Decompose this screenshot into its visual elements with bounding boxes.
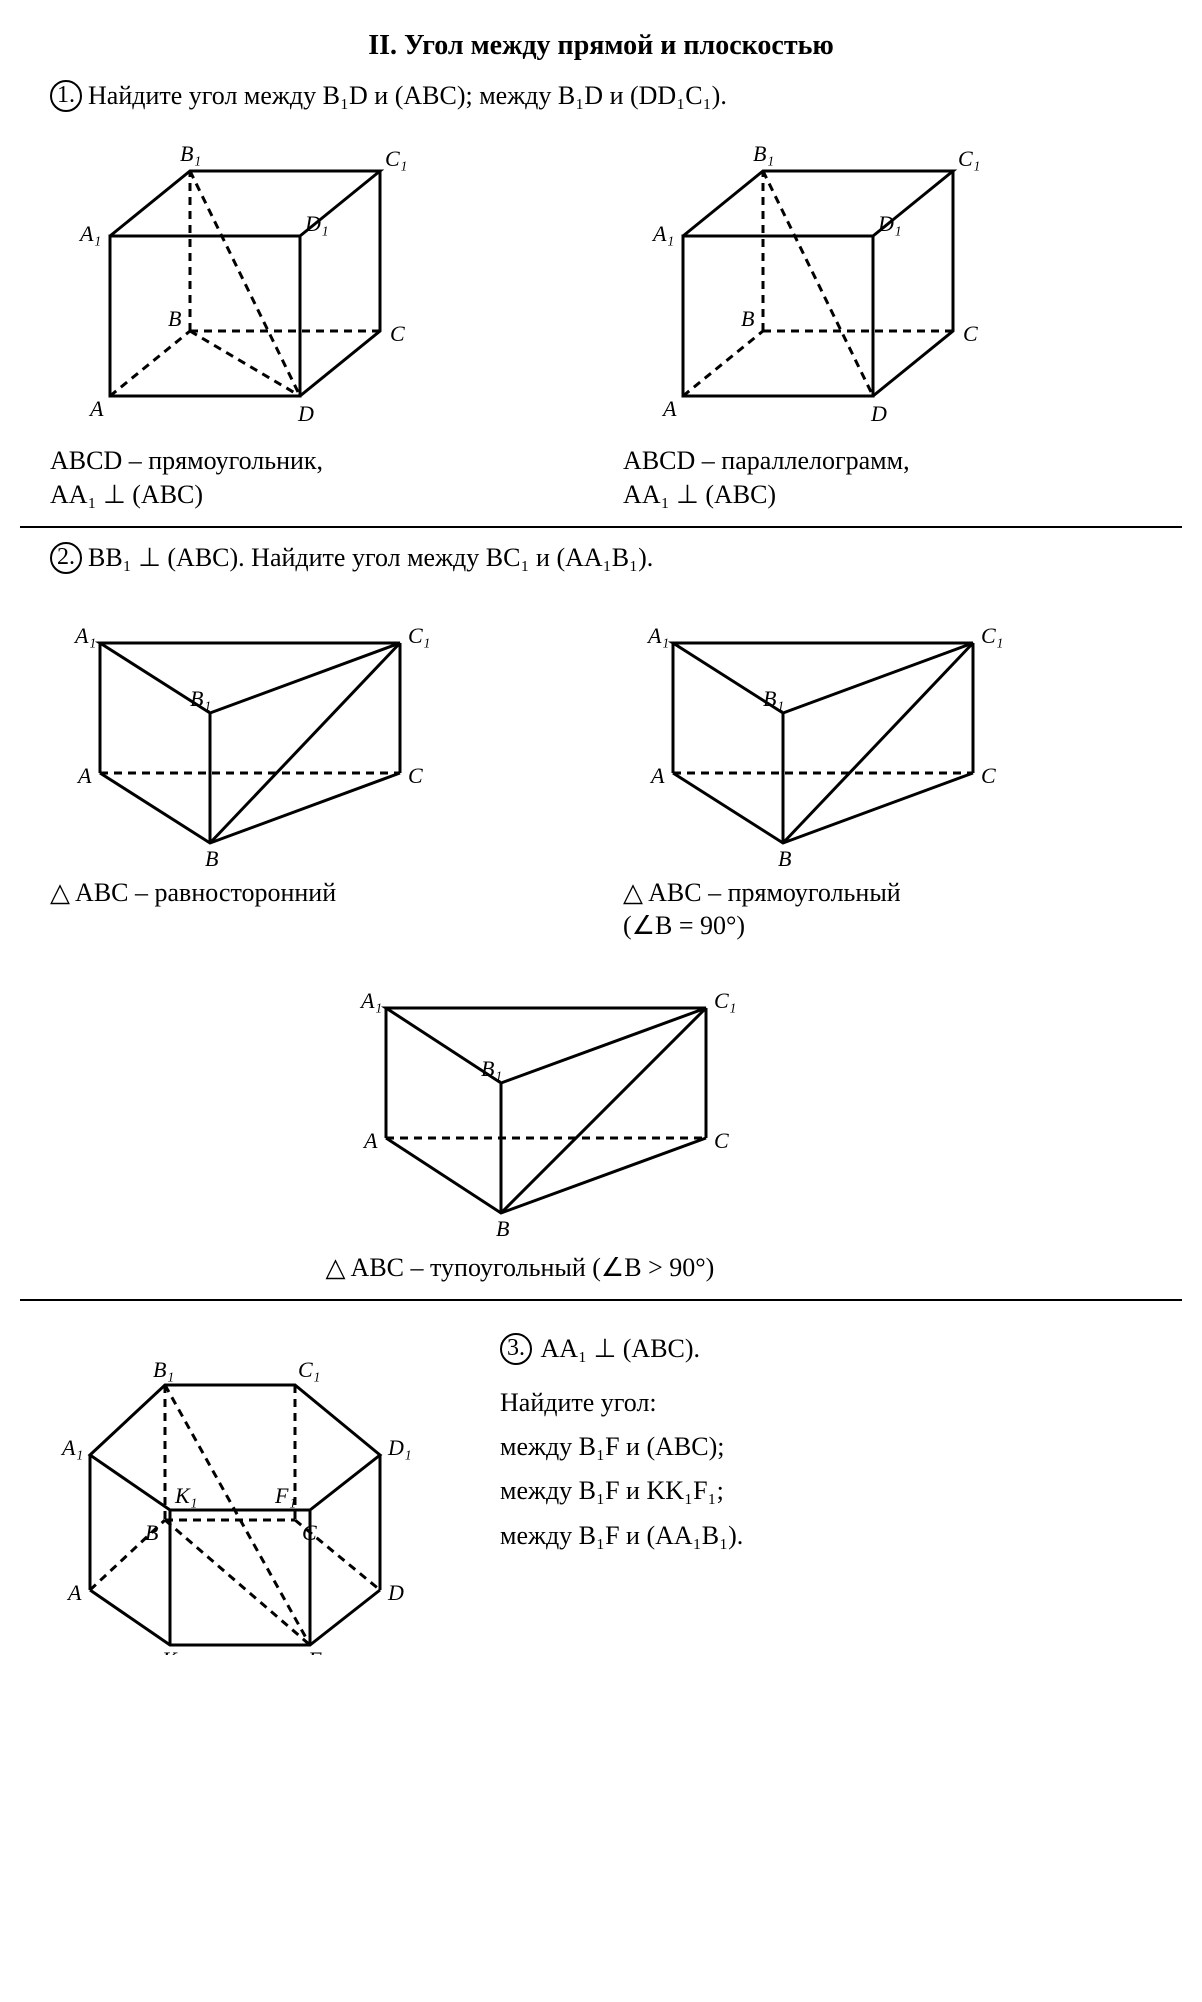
label-B: B — [496, 1216, 509, 1241]
label-D1: D₁ — [877, 211, 902, 236]
p2-right-cap-l1: △ ABC – прямоугольный — [623, 876, 1152, 910]
label-F1: F₁ — [274, 1483, 296, 1508]
section-title: II. Угол между прямой и плоскостью — [50, 30, 1152, 62]
p3-figure: A K F D C B A₁ B₁ C₁ D₁ F₁ K₁ — [50, 1315, 460, 1655]
label-B1: B₁ — [763, 686, 784, 711]
p1-right-cell: A D C B A₁ D₁ C₁ B₁ ABCD – параллелограм… — [623, 126, 1152, 512]
cube-diagram-left: A D C B A₁ D₁ C₁ B₁ — [50, 126, 430, 436]
label-A: A — [66, 1580, 82, 1605]
label-F: F — [307, 1647, 322, 1655]
problem-2-figures-top: A B C A₁ B₁ C₁ △ ABC – равносторонний A — [50, 588, 1152, 944]
label-A1: A₁ — [651, 221, 674, 246]
p1-right-cap-l1: ABCD – параллелограмм, — [623, 444, 1152, 478]
p1-left-caption: ABCD – прямоугольник, AA₁ ⊥ (ABC) — [50, 444, 579, 512]
problem-2-figure-bottom: A B C A₁ B₁ C₁ △ ABC – тупоугольный (∠B … — [50, 953, 1152, 1285]
p2-left-caption: △ ABC – равносторонний — [50, 876, 579, 910]
problem-3-text-block: 3. AA₁ ⊥ (ABC). Найдите угол: между B₁F … — [460, 1315, 743, 1655]
problem-3-statement: AA₁ ⊥ (ABC). — [541, 1334, 701, 1363]
label-K1: K₁ — [174, 1483, 197, 1508]
label-A: A — [76, 763, 92, 788]
problem-3-row: A K F D C B A₁ B₁ C₁ D₁ F₁ K₁ 3. AA₁ ⊥ (… — [50, 1315, 1152, 1655]
p3-line1: Найдите угол: — [500, 1381, 743, 1425]
problem-2-text: BB₁ ⊥ (ABC). Найдите угол между BC₁ и (A… — [88, 543, 653, 572]
label-C1: C₁ — [298, 1357, 320, 1382]
label-D: D — [870, 401, 887, 426]
problem-2: 2. BB₁ ⊥ (ABC). Найдите угол между BC₁ и… — [50, 542, 1152, 574]
label-B1: B₁ — [190, 686, 211, 711]
label-D1: D₁ — [387, 1435, 412, 1460]
label-C: C — [981, 763, 996, 788]
label-A1: A₁ — [646, 623, 669, 648]
label-C1: C₁ — [385, 146, 407, 171]
prism-diagram-bottom: A B C A₁ B₁ C₁ — [326, 953, 756, 1243]
p1-left-cell: A D C B A₁ D₁ C₁ B₁ ABCD – прямоугольник… — [50, 126, 579, 512]
label-D: D — [387, 1580, 404, 1605]
label-C1: C₁ — [408, 623, 430, 648]
p2-right-cell: A B C A₁ B₁ C₁ △ ABC – прямоугольный (∠B… — [623, 588, 1152, 944]
label-A: A — [661, 396, 677, 421]
label-B1: B₁ — [753, 141, 774, 166]
label-A1: A₁ — [359, 988, 382, 1013]
problem-1: 1. Найдите угол между B₁D и (ABC); между… — [50, 80, 1152, 112]
label-D1: D₁ — [304, 211, 329, 236]
label-A1: A₁ — [78, 221, 101, 246]
p2-right-cap-l2: (∠B = 90°) — [623, 909, 1152, 943]
separator-1 — [20, 526, 1182, 528]
label-B1: B₁ — [153, 1357, 174, 1382]
label-C1: C₁ — [981, 623, 1003, 648]
prism-diagram-right: A B C A₁ B₁ C₁ — [623, 588, 1023, 868]
p1-right-caption: ABCD – параллелограмм, AA₁ ⊥ (ABC) — [623, 444, 1152, 512]
label-B1: B₁ — [180, 141, 201, 166]
cube-diagram-right: A D C B A₁ D₁ C₁ B₁ — [623, 126, 1003, 436]
label-C: C — [302, 1520, 317, 1545]
separator-2 — [20, 1299, 1182, 1301]
label-B: B — [145, 1520, 158, 1545]
label-C: C — [390, 321, 405, 346]
label-B: B — [205, 846, 218, 868]
label-B1: B₁ — [481, 1056, 502, 1081]
p1-left-cap-l1: ABCD – прямоугольник, — [50, 444, 579, 478]
label-C: C — [963, 321, 978, 346]
label-A: A — [649, 763, 665, 788]
p2-bottom-cell: A B C A₁ B₁ C₁ △ ABC – тупоугольный (∠B … — [326, 953, 877, 1285]
p3-line2: между B₁F и (ABC); — [500, 1425, 743, 1469]
label-K: K — [161, 1647, 178, 1655]
p2-right-caption: △ ABC – прямоугольный (∠B = 90°) — [623, 876, 1152, 944]
p2-bottom-caption: △ ABC – тупоугольный (∠B > 90°) — [326, 1251, 877, 1285]
label-C: C — [714, 1128, 729, 1153]
p1-left-cap-l2: AA₁ ⊥ (ABC) — [50, 478, 579, 512]
hex-prism-diagram: A K F D C B A₁ B₁ C₁ D₁ F₁ K₁ — [50, 1315, 460, 1655]
p3-line3: между B₁F и KK₁F₁; — [500, 1469, 743, 1513]
problem-1-number: 1. — [50, 80, 82, 112]
label-B: B — [168, 306, 181, 331]
label-A1: A₁ — [73, 623, 96, 648]
label-B: B — [778, 846, 791, 868]
label-A1: A₁ — [60, 1435, 83, 1460]
label-C1: C₁ — [958, 146, 980, 171]
p3-line4: между B₁F и (AA₁B₁). — [500, 1514, 743, 1558]
problem-2-number: 2. — [50, 542, 82, 574]
problem-3-number: 3. — [500, 1333, 532, 1365]
p2-left-cell: A B C A₁ B₁ C₁ △ ABC – равносторонний — [50, 588, 579, 944]
label-A: A — [88, 396, 104, 421]
label-A: A — [362, 1128, 378, 1153]
label-B: B — [741, 306, 754, 331]
label-C: C — [408, 763, 423, 788]
problem-1-text: Найдите угол между B₁D и (ABC); между B₁… — [88, 81, 727, 110]
p1-right-cap-l2: AA₁ ⊥ (ABC) — [623, 478, 1152, 512]
prism-diagram-left: A B C A₁ B₁ C₁ — [50, 588, 450, 868]
label-D: D — [297, 401, 314, 426]
problem-1-figures: A D C B A₁ D₁ C₁ B₁ ABCD – прямоугольник… — [50, 126, 1152, 512]
label-C1: C₁ — [714, 988, 736, 1013]
